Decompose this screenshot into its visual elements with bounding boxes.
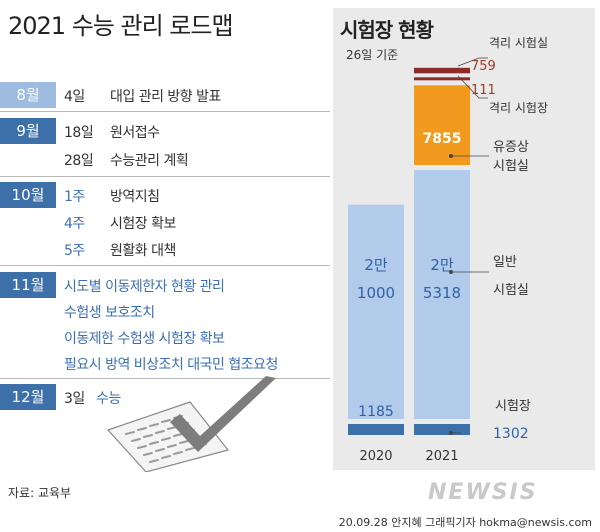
annotation-isolation-venue: 격리 시험장 [489,101,548,115]
page-title: 2021 수능 관리 로드맵 [8,12,234,40]
bar-isolation-venue-2021 [414,77,470,81]
bar-isolation-room-2021 [414,67,470,74]
source-note: 자료: 교육부 [8,486,72,500]
x-tick-label-2021: 2021 [425,449,458,464]
month-badge-sep: 9월 [0,118,56,144]
leader-dot [449,154,453,158]
roadmap-text: 수험생 보호조치 [64,305,155,321]
chart-subtitle: 26일 기준 [346,48,399,62]
value-label-general-2020-line1: 2만 [364,256,388,274]
annotation-isolation-room: 격리 시험실 [489,36,548,50]
roadmap-day: 18일 [64,125,94,141]
divider [0,265,330,266]
leader-dot [449,270,453,274]
roadmap-text: 수능관리 계획 [110,153,189,169]
value-label-general-2020-line2: 1000 [357,284,395,302]
annotation-symptom-room-line1: 유증상 [493,140,529,155]
roadmap-text: 시도별 이동제한자 현황 관리 [64,279,225,295]
roadmap-text: 이동제한 수험생 시험장 확보 [64,331,225,347]
venue-chart: 2만 1000 2만 5318 7855 1185 2020 2021 격리 시… [348,36,548,464]
roadmap-day: 3일 [64,391,85,407]
roadmap-text: 시험장 확보 [110,216,176,232]
roadmap-text: 방역지침 [110,189,160,205]
roadmap-day: 5주 [64,243,85,259]
month-badge-oct: 10월 [0,182,56,208]
roadmap-text: 필요시 방역 비상조치 대국민 협조요청 [64,357,278,373]
divider [0,378,330,379]
bar-general-room-2021 [414,170,470,419]
value-label-general-2021-line2: 5318 [423,284,461,302]
month-badge-dec: 12월 [0,384,56,410]
divider [0,111,330,112]
exam-paper-check-icon [106,376,276,472]
roadmap-text: 수능 [96,391,121,407]
roadmap-day: 28일 [64,153,94,169]
divider [0,176,330,177]
leader-line-isolation-venue [457,75,488,99]
bar-general-room-2020 [348,204,404,419]
value-label-venue-2020: 1185 [358,404,394,420]
x-tick-label-2020: 2020 [359,449,392,464]
bar-venue-2021 [414,424,470,435]
roadmap-text: 원서접수 [110,125,160,141]
roadmap-day: 4주 [64,216,85,232]
value-label-symptom-2021: 7855 [423,131,462,147]
annotation-venue: 시험장 [495,399,531,414]
roadmap-day: 4일 [64,89,85,105]
roadmap-text: 원활화 대책 [110,243,176,259]
bar-symptom-room-2021 [414,85,470,166]
month-badge-nov: 11월 [0,272,56,298]
newsis-logo: NEWSIS [428,480,538,505]
roadmap-day: 1주 [64,189,85,205]
value-label-venue-2021: 1302 [493,426,529,442]
credit-line: 20.09.28 안지혜 그래픽기자 hokma@newsis.com [338,516,592,529]
bar-venue-2020 [348,424,404,435]
annotation-general-room-line1: 일반 [493,255,517,270]
chart-title: 시험장 현황 [340,18,434,42]
month-badge-aug: 8월 [0,82,56,108]
annotation-general-room-line2: 시험실 [493,283,529,298]
leader-dot [449,431,453,435]
annotation-symptom-room-line2: 시험실 [493,159,529,174]
value-label-isolation-room: 759 [471,59,496,74]
value-label-general-2021-line1: 2만 [430,256,454,274]
leader-line-isolation-room [457,57,488,67]
value-label-isolation-venue: 111 [471,83,496,98]
roadmap-text: 대입 관리 방향 발표 [110,89,221,105]
